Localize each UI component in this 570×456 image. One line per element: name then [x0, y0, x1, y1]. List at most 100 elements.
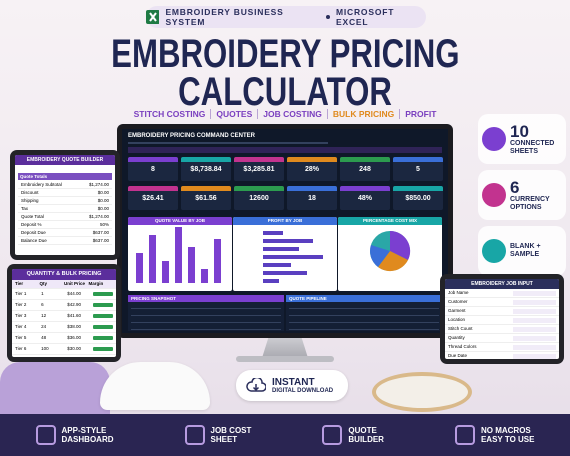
- kpi-strip: [181, 186, 231, 191]
- margin-bar: [93, 314, 113, 318]
- footer-line: NO MACROS: [480, 426, 531, 435]
- quote-builder: EMBROIDERY QUOTE BUILDER Quote Totals Em…: [15, 155, 115, 255]
- subtitle-line: [128, 142, 328, 144]
- input-field: [512, 344, 556, 350]
- table-panel: PRICING SNAPSHOT: [128, 295, 284, 331]
- table-row: [289, 329, 439, 330]
- kpi: $850.00: [393, 186, 443, 210]
- kpi-strip: [393, 186, 443, 191]
- tier-row: Tier 5 48 $36.00: [12, 333, 116, 344]
- kpi-strip: [128, 186, 178, 191]
- chart-shape: [378, 251, 408, 272]
- input-row: Job Name: [445, 289, 559, 298]
- footer-text: APP-STYLE DASHBOARD: [62, 426, 114, 444]
- input-label: Due Date: [448, 353, 468, 358]
- kpi: 248: [340, 157, 390, 181]
- download-line: DIGITAL DOWNLOAD: [272, 388, 334, 394]
- quote-cell: $1,274.00: [88, 214, 109, 219]
- table-title: PRICING SNAPSHOT: [128, 295, 284, 302]
- monitor-stand: [262, 336, 308, 358]
- quote-cell: 50%: [99, 222, 109, 227]
- badge-text-block: BLANK + SAMPLE: [510, 243, 562, 259]
- tier-row: Tier 3 12 $41.60: [12, 311, 116, 322]
- badge-text: CONNECTED SHEETS: [510, 139, 555, 155]
- kpi-value: 48%: [357, 195, 372, 202]
- tier-cell: Tier 3: [15, 313, 27, 318]
- tier-cell: 100: [41, 346, 49, 351]
- tier-row: Tier 6 100 $30.00: [12, 344, 116, 355]
- kpi: 28%: [287, 157, 337, 181]
- quote-cell: Deposit Due: [21, 230, 46, 235]
- kpi-value: 5: [416, 166, 420, 173]
- chart-graphic: [136, 227, 221, 283]
- quote-row: Deposit % 50%: [18, 221, 112, 229]
- bulk-pricing: QUANTITY & BULK PRICING Tier Qty Unit Pric…: [12, 269, 116, 357]
- chart-shape: [390, 230, 411, 260]
- chart-shape: [214, 239, 221, 283]
- footer-icon: [35, 425, 56, 445]
- badge-icon: [482, 127, 506, 151]
- chart-shape: [263, 271, 307, 275]
- column-header: Qty: [39, 281, 48, 286]
- quote-cell: $0.00: [97, 198, 109, 203]
- input-field: [512, 290, 556, 296]
- tier-cell: Tier 1: [15, 291, 27, 296]
- kpi-value: $61.56: [195, 195, 217, 202]
- kpi-value: $26.41: [142, 195, 164, 202]
- quote-cell: $637.00: [92, 230, 109, 235]
- footer-line: BUILDER: [348, 435, 384, 444]
- quote-row: Shipping $0.00: [18, 197, 112, 205]
- footer-line: EASY TO USE: [480, 435, 535, 444]
- input-label: Thread Colors: [448, 344, 477, 349]
- footer-text: NO MACROS EASY TO USE: [481, 426, 535, 444]
- quote-row: Deposit Due $637.00: [18, 229, 112, 237]
- table-row: [131, 329, 281, 330]
- quote-row: Tax $0.00: [18, 205, 112, 213]
- tier-cell: Tier 2: [15, 302, 27, 307]
- column-header: Unit Price: [64, 281, 86, 286]
- chart-shape: [370, 245, 390, 267]
- badge-text: CURRENCY OPTIONS: [510, 195, 550, 211]
- kpi: 48%: [340, 186, 390, 210]
- footer-icon: [454, 425, 475, 445]
- kpi-strip: [287, 157, 337, 162]
- feature-list: STITCH COSTING QUOTES JOB COSTING BULK PRIC…: [0, 109, 570, 119]
- table-title: QUOTE PIPELINE: [286, 295, 442, 302]
- margin-bar: [93, 303, 113, 307]
- feature: PROFIT: [399, 109, 441, 119]
- cloud-icon: [246, 377, 266, 392]
- chart-shape: [263, 279, 279, 283]
- input-field: [512, 335, 556, 341]
- chart-shape: [136, 253, 143, 283]
- title-line: EMBROIDERY PRICING: [110, 32, 460, 76]
- feature: JOB COSTING: [257, 109, 327, 119]
- margin-bar: [93, 336, 113, 340]
- kpi-strip: [287, 186, 337, 191]
- footer-line: QUOTE: [348, 426, 377, 435]
- monitor-base: [236, 356, 334, 362]
- feature-badge: BLANK + SAMPLE: [478, 226, 566, 276]
- quote-row: Balance Due $637.00: [18, 237, 112, 245]
- input-row: Thread Colors: [445, 343, 559, 352]
- kpi-value: 18: [308, 195, 316, 202]
- title: CALCULATOR: [0, 72, 570, 112]
- dashboard-title: EMBROIDERY PRICING COMMAND CENTER: [128, 133, 256, 139]
- input-row: Stitch Count: [445, 325, 559, 334]
- tablet-title: EMBROIDERY QUOTE BUILDER: [15, 155, 115, 165]
- quote-row: Discount $0.00: [18, 189, 112, 197]
- footer-line: APP-STYLE: [61, 426, 107, 435]
- kpi-value: $8,738.84: [190, 166, 222, 173]
- tier-cell: $44.00: [67, 291, 82, 296]
- footer-item: APP-STYLE DASHBOARD: [35, 425, 114, 445]
- chart-shape: [188, 247, 195, 283]
- quote-row: Embroidery Subtotal $1,274.00: [18, 181, 112, 189]
- quote-cell: Tax: [21, 206, 29, 211]
- platform: MICROSOFT EXCEL: [336, 7, 395, 27]
- chart-shape: [201, 269, 208, 283]
- quote-cell: $0.00: [97, 190, 109, 195]
- table-row: [289, 315, 439, 316]
- tier-cell: 1: [41, 291, 44, 296]
- kpi-strip: [393, 157, 443, 162]
- column-header: Margin: [88, 281, 104, 286]
- tier-cell: Tier 5: [15, 335, 27, 340]
